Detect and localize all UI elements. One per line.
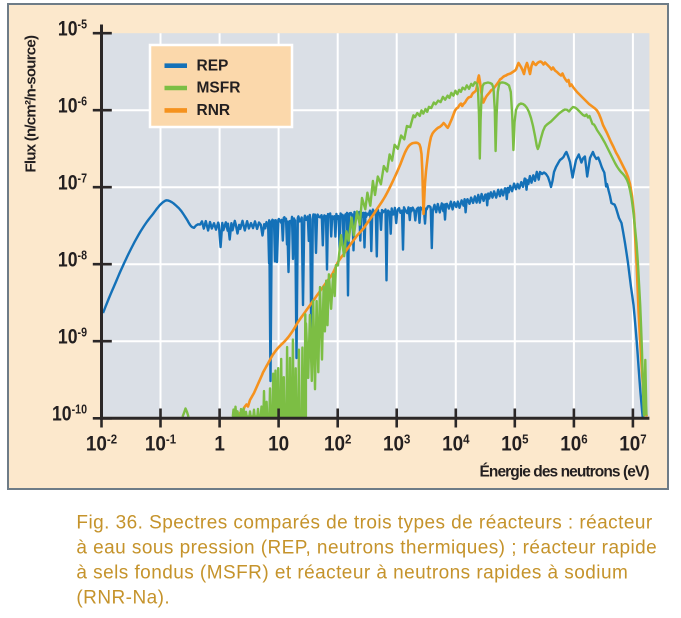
svg-text:Fig. 36. Spectres comparés de: Fig. 36. Spectres comparés de trois type… bbox=[76, 512, 653, 533]
svg-text:à sels fondus (MSFR) et réacte: à sels fondus (MSFR) et réacteur à neutr… bbox=[76, 563, 628, 584]
svg-text:106: 106 bbox=[560, 432, 588, 456]
svg-text:REP: REP bbox=[197, 57, 229, 74]
svg-text:10: 10 bbox=[268, 432, 289, 455]
svg-text:RNR: RNR bbox=[197, 102, 231, 119]
svg-text:1: 1 bbox=[214, 432, 225, 455]
svg-text:103: 103 bbox=[383, 432, 411, 456]
svg-text:104: 104 bbox=[442, 432, 470, 456]
svg-text:10-10: 10-10 bbox=[52, 401, 87, 425]
svg-text:Flux (n/cm²/n-source): Flux (n/cm²/n-source) bbox=[23, 35, 40, 173]
svg-text:MSFR: MSFR bbox=[197, 80, 241, 97]
svg-text:105: 105 bbox=[501, 432, 529, 456]
svg-text:à eau sous pression (REP, neut: à eau sous pression (REP, neutrons therm… bbox=[76, 537, 657, 558]
svg-text:Énergie des neutrons (eV): Énergie des neutrons (eV) bbox=[480, 464, 650, 481]
svg-text:107: 107 bbox=[619, 432, 647, 456]
svg-text:102: 102 bbox=[324, 432, 352, 456]
svg-text:(RNR-Na).: (RNR-Na). bbox=[76, 588, 170, 609]
